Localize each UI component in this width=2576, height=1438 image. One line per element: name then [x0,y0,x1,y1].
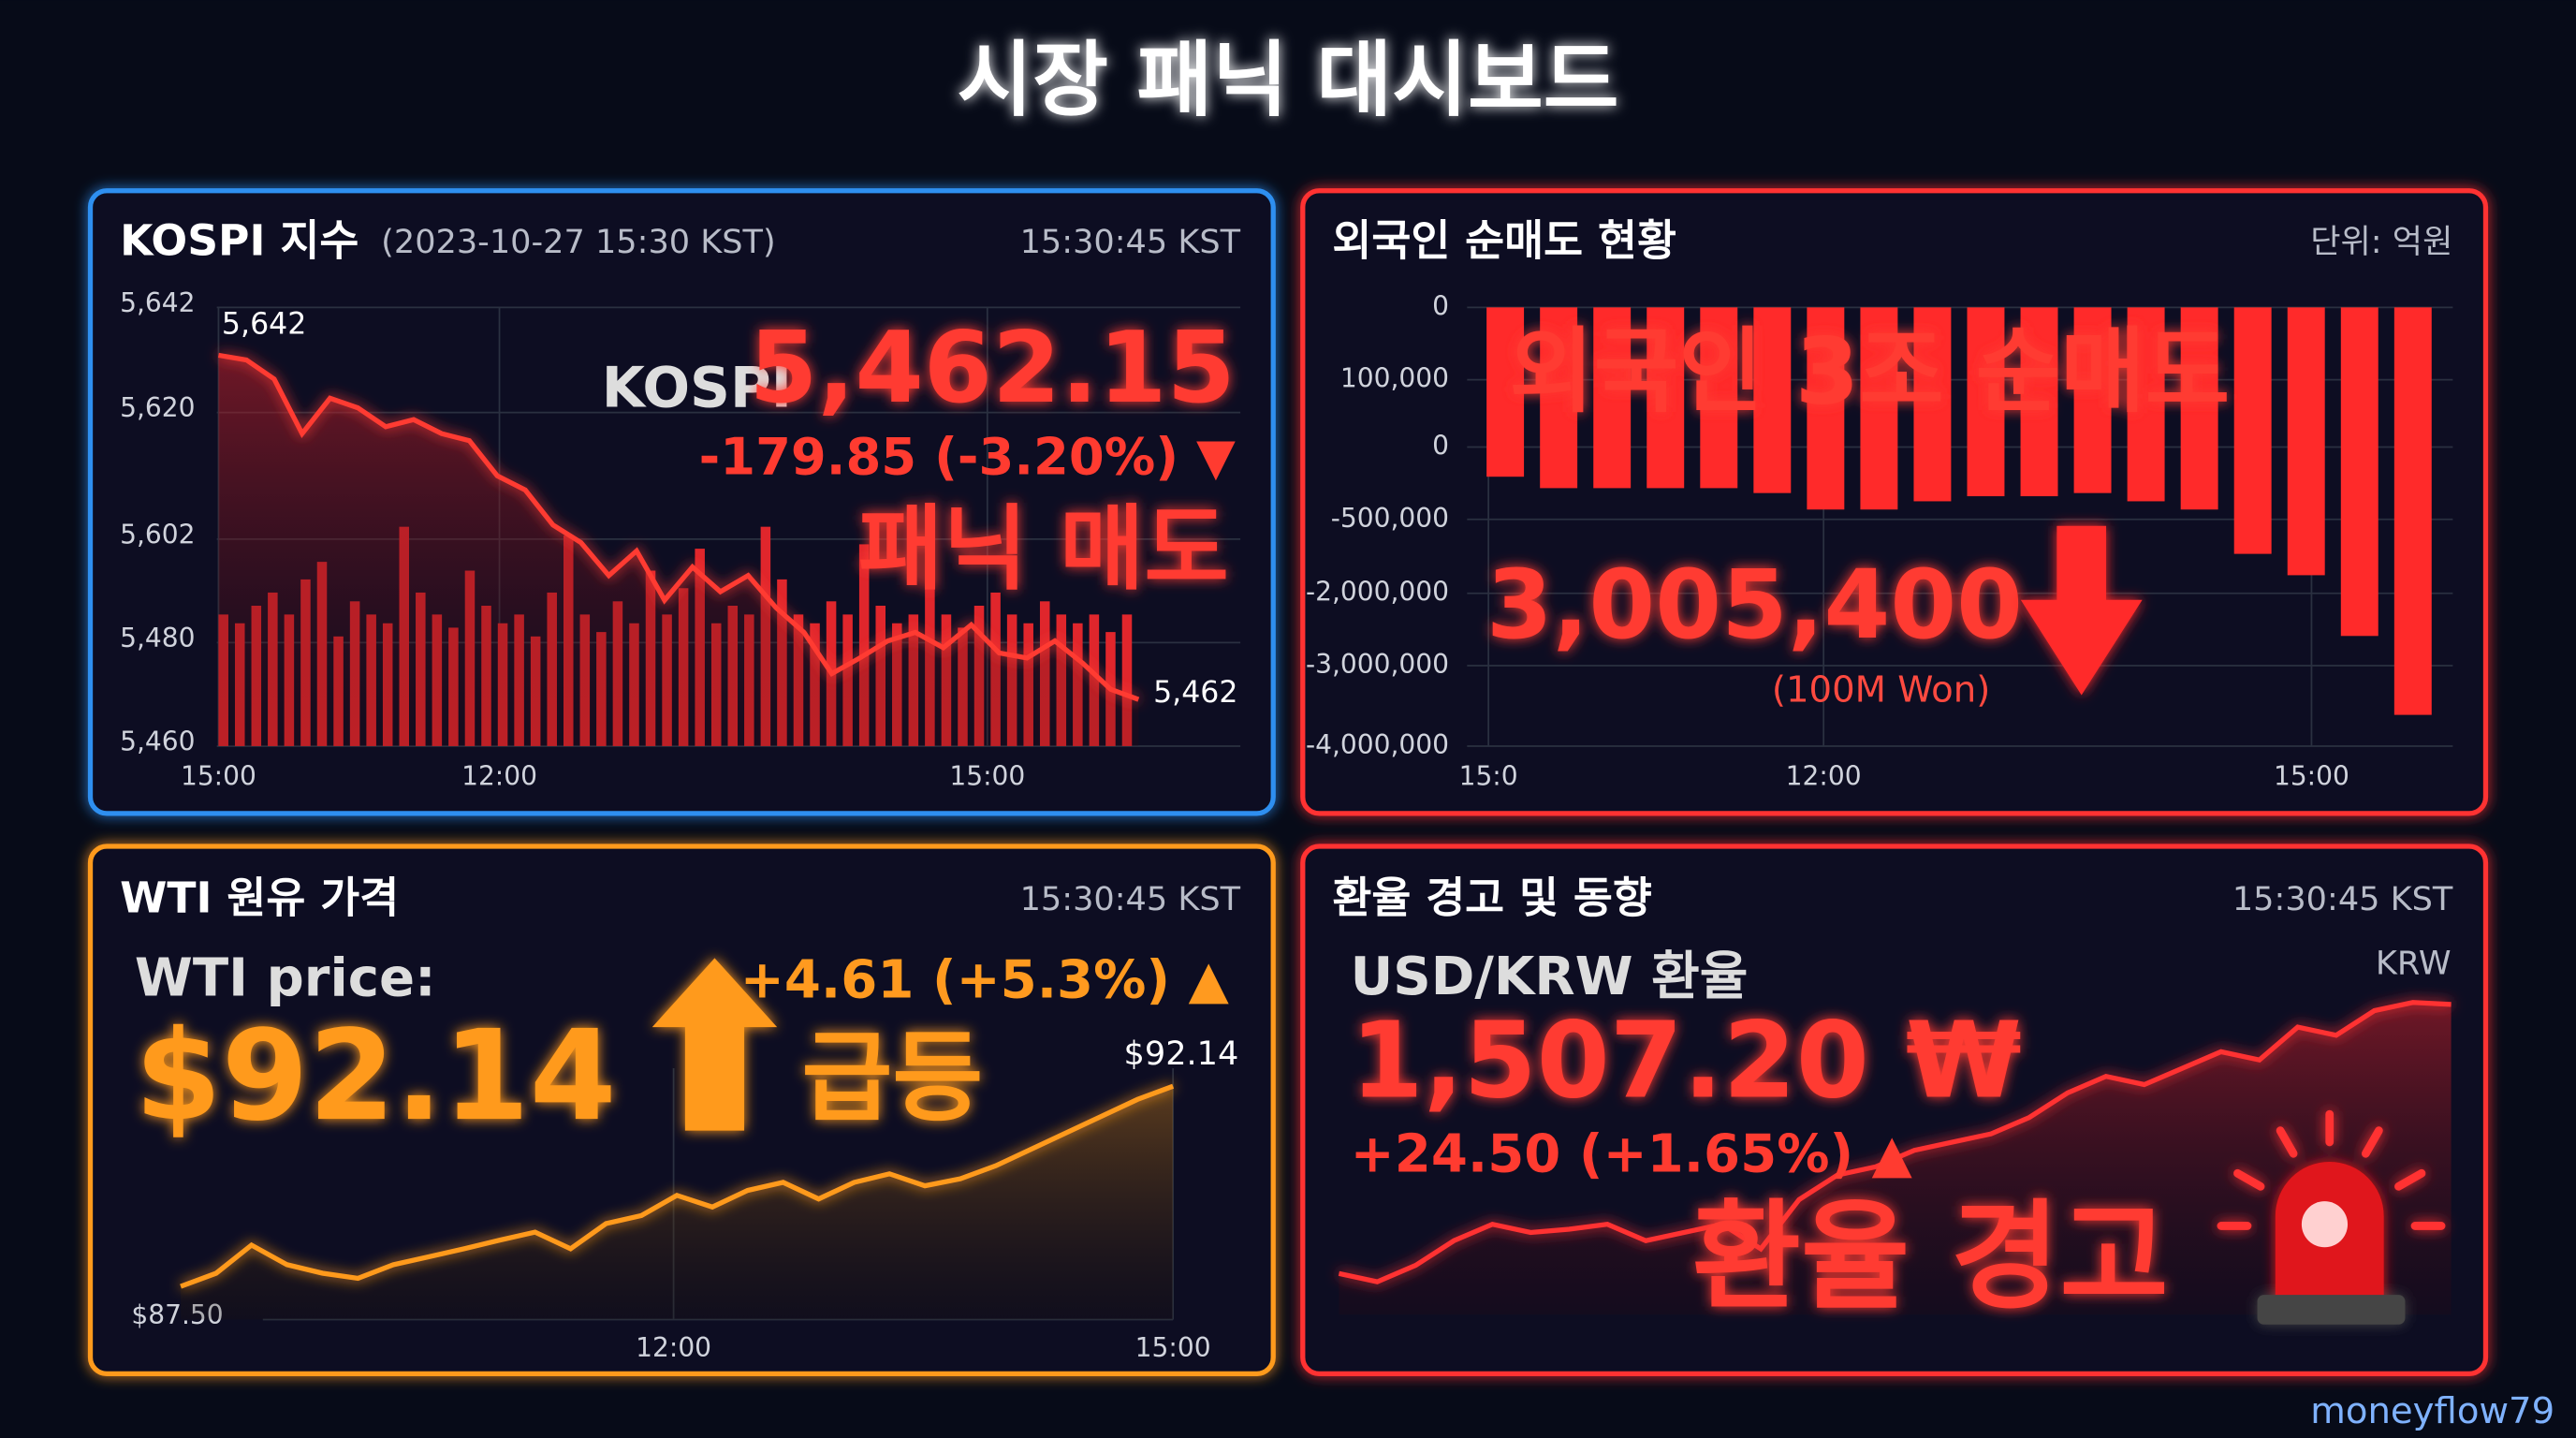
timestamp: 15:30:45 KST [2232,880,2453,918]
bar [1593,307,1632,489]
bar [2340,307,2378,637]
bar [1647,307,1685,489]
annotation: 외국인 3조 순매도 [1509,319,2230,426]
y-tick-label: 100,000 [1340,363,1449,394]
change: -179.85 (-3.20%) ▼ [699,428,1236,487]
x-tick-label: 15:00 [2274,760,2349,791]
line-area [181,1086,1174,1320]
x-tick-label: 12:00 [636,1332,711,1363]
x-tick-label: 15:00 [1135,1332,1211,1363]
siren [2217,1109,2446,1325]
panel-title: KOSPI 지수 [120,215,359,265]
panel-title: WTI 원유 가격 [120,873,399,922]
bar [1860,307,1898,510]
footer: moneyflow79 [2310,1390,2554,1432]
annotation: 환율 경고 [1692,1188,2169,1326]
y-tick-label: -2,000,000 [1306,577,1449,608]
bar [2393,307,2432,715]
line-area [218,355,1139,746]
y-tick-label: -4,000,000 [1306,729,1449,760]
y-tick-label: 0 [1432,290,1449,321]
bar [1540,307,1578,489]
x-tick-label: 15:00 [949,760,1025,791]
x-tick-label: 15:0 [1459,760,1518,791]
headline-value: 3,005,400 [1486,550,2023,661]
change: +24.50 (+1.65%) ▲ [1351,1123,1913,1184]
headline-value: $92.14 [135,1004,617,1149]
index-name: KOSPI [602,356,792,420]
line [1338,1000,2452,1284]
timestamp: 15:30:45 KST [1020,880,1241,918]
bar [1486,307,1525,477]
y-tick-label: 5,620 [120,392,195,423]
line [217,352,1140,702]
unit: KRW [2376,944,2452,982]
bar [2287,307,2325,576]
down-arrow [2020,525,2143,696]
y-tick-label: 5,480 [120,623,195,653]
annotation: 급등 [801,1020,983,1135]
end-label: 5,462 [1153,676,1237,710]
headline-value: 1,507.20 ₩ [1351,1001,2022,1123]
bar [2020,307,2058,497]
volume-bar [1121,614,1133,746]
volume-bar [858,544,870,746]
timestamp: 15:30:45 KST [1020,223,1241,261]
panel-title: 환율 경고 및 동향 [1332,873,1651,922]
y-tick-label: -3,000,000 [1306,649,1449,680]
y-tick-label: 0 [1432,431,1449,462]
x-tick-label: 12:00 [461,760,537,791]
bar [2233,307,2272,554]
line [180,1083,1175,1289]
bar [1753,307,1792,493]
x-tick-label: 12:00 [1786,760,1862,791]
page-title: 시장 패닉 대시보드 [958,32,1619,127]
unit: 단위: 억원 [2310,223,2452,261]
y-tick-label: -500,000 [1331,503,1449,534]
y-tick-label: 5,642 [120,287,195,318]
headline-unit: (100M Won) [1772,669,1990,712]
headline-value: 5,462.15 [749,310,1236,425]
bar [2180,307,2218,510]
panel-title: 외국인 순매도 현황 [1332,215,1676,265]
subtitle: (2023-10-27 15:30 KST) [381,223,776,261]
pair-name: USD/KRW 환율 [1351,946,1749,1007]
change: +4.61 (+5.3%) ▲ [740,949,1230,1010]
annotation: 패닉 매도 [858,496,1229,603]
up-arrow [651,958,778,1131]
x-tick-label: 15:00 [181,760,256,791]
bar [1967,307,2005,497]
bar [1807,307,1845,510]
bar [2073,307,2112,493]
bar [1913,307,1952,502]
bar [2127,307,2165,502]
bar [1700,307,1738,489]
price-name: WTI price: [135,948,436,1009]
y-tick-label: 5,602 [120,519,195,550]
start-label: 5,642 [222,308,306,342]
end-label: $92.14 [1124,1034,1239,1073]
y-tick-label: 5,460 [120,726,195,756]
